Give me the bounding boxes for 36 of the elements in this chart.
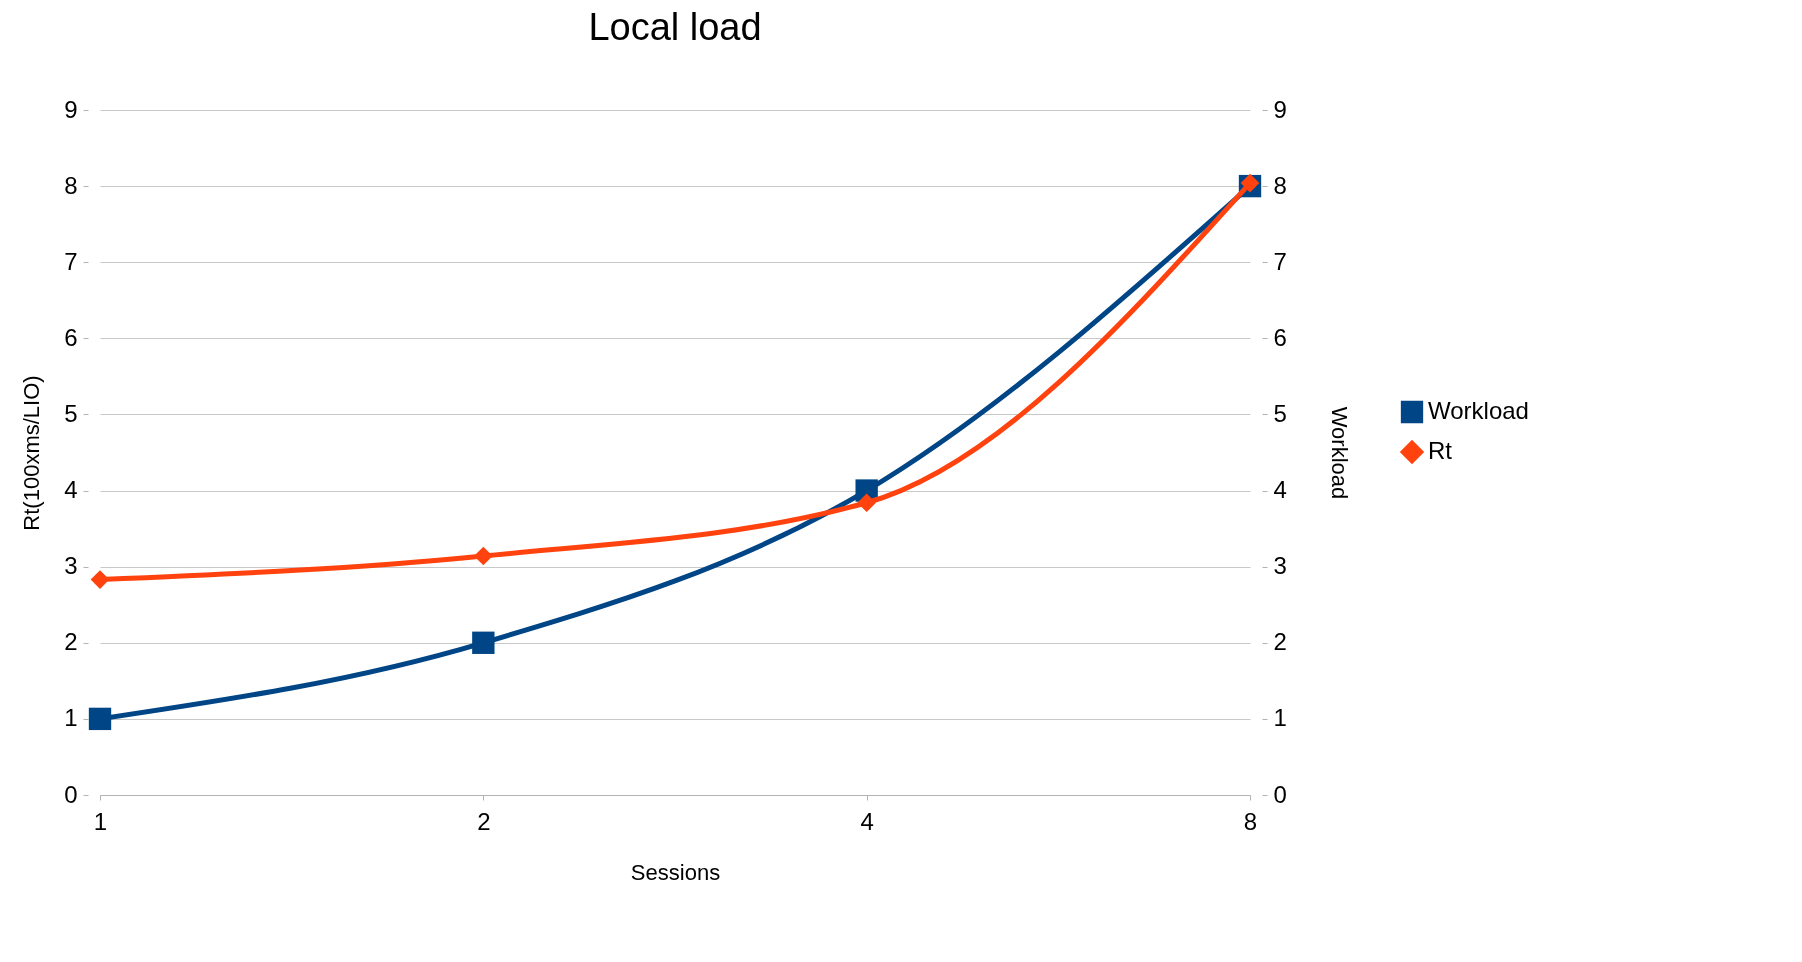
- x-tick-label: 2: [477, 807, 491, 835]
- legend-label: Workload: [1428, 397, 1529, 424]
- point: [1240, 173, 1260, 193]
- legend-label: Rt: [1428, 437, 1453, 464]
- y2-tick-label: 3: [1273, 552, 1287, 580]
- y2-tick-label: 9: [1273, 95, 1287, 123]
- point: [473, 546, 493, 566]
- y-tick-label: 5: [64, 399, 78, 427]
- y-tick-label: 4: [64, 476, 78, 504]
- y-tick-label: 0: [64, 780, 78, 808]
- y-tick-label: 8: [64, 171, 78, 199]
- y2-tick-label: 0: [1273, 780, 1287, 808]
- y-tick-label: 2: [64, 628, 78, 656]
- y-tick-label: 1: [64, 704, 78, 732]
- y-tick-label: 7: [64, 247, 78, 275]
- y-tick-label: 9: [64, 95, 78, 123]
- x-axis-title: Sessions: [630, 859, 721, 885]
- point: [88, 707, 112, 731]
- y2-axis-title: Workload: [1326, 406, 1352, 500]
- chart-title: Local load: [588, 6, 762, 48]
- y2-tick-label: 8: [1273, 171, 1287, 199]
- y-axis-title: Rt(100xms/LIO): [19, 375, 45, 531]
- y2-tick-label: 4: [1273, 476, 1287, 504]
- y2-tick-label: 5: [1273, 399, 1287, 427]
- y2-tick-label: 1: [1273, 704, 1287, 732]
- point: [857, 493, 877, 513]
- x-tick-label: 8: [1243, 807, 1258, 835]
- y-tick-label: 6: [64, 323, 78, 351]
- point: [90, 570, 110, 589]
- x-tick-label: 1: [93, 807, 108, 835]
- point: [472, 631, 495, 654]
- x-tick-label: 4: [860, 807, 874, 835]
- y-tick-label: 3: [64, 552, 78, 580]
- y2-tick-label: 7: [1273, 247, 1287, 275]
- y2-tick-label: 2: [1273, 628, 1287, 656]
- y2-tick-label: 6: [1273, 323, 1287, 351]
